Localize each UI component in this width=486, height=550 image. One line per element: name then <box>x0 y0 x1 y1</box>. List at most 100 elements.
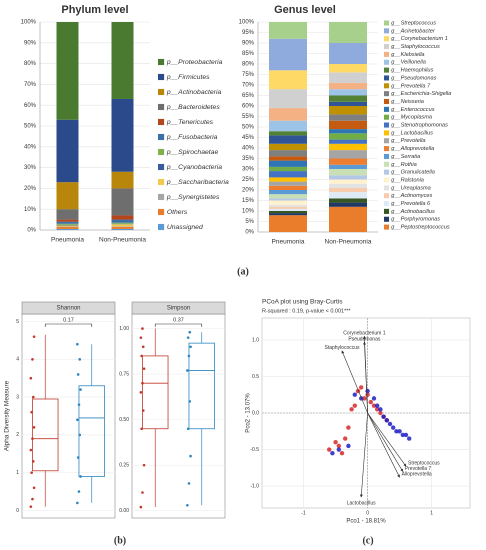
y-tick-label: 70% <box>242 83 255 89</box>
bar-segment <box>329 106 367 115</box>
point <box>187 482 191 485</box>
legend-label: p__Proteobacteria <box>166 59 223 66</box>
legend-label: g__Granulicatella <box>391 170 435 176</box>
bar-segment <box>329 139 367 144</box>
legend-swatch <box>384 122 390 128</box>
bar-segment <box>111 222 134 224</box>
panel-background <box>21 313 116 519</box>
point <box>343 436 348 441</box>
bar-segment <box>111 98 134 172</box>
point <box>189 454 192 458</box>
arrow-label: Lactobacillus <box>347 500 376 506</box>
point <box>397 429 402 434</box>
point <box>362 396 367 401</box>
legend-swatch <box>384 201 390 207</box>
point <box>32 486 36 490</box>
point <box>407 436 412 441</box>
x-tick-label: Pneumonia <box>51 237 84 244</box>
y-tick-label: 35% <box>242 156 255 162</box>
bar-segment <box>269 204 307 207</box>
legend-label: g__Neisseria <box>391 99 424 105</box>
point <box>142 463 146 467</box>
legend-label: g__Pseudomonas <box>391 75 436 81</box>
bracket <box>154 323 203 327</box>
legend-label: g__Serratia <box>391 154 420 160</box>
legend-swatch <box>158 103 165 111</box>
y-tick-label: 100% <box>21 20 37 26</box>
point <box>403 432 409 438</box>
y-tick-label: -0.5 <box>250 447 259 453</box>
box <box>142 355 169 430</box>
y-tick-label: 4 <box>16 357 19 363</box>
y-axis-title: Pco2 - 13.07% <box>246 393 252 433</box>
y-tick-label: 75% <box>242 72 255 78</box>
legend-label: p__Saccharibacteria <box>166 179 229 186</box>
legend-swatch <box>158 178 165 186</box>
point <box>359 385 364 390</box>
legend-swatch <box>158 88 165 96</box>
arrow <box>363 341 368 414</box>
legend-swatch <box>384 51 390 57</box>
point <box>186 503 189 507</box>
bar-segment <box>329 114 367 121</box>
bar-segment <box>269 206 307 209</box>
bar-segment <box>269 208 307 211</box>
arrow-label: Prevotella 7 <box>405 466 432 472</box>
legend-swatch <box>384 193 390 199</box>
point <box>76 342 79 346</box>
y-tick-label: 80% <box>24 61 37 67</box>
legend-swatch <box>384 106 390 112</box>
point <box>141 409 145 412</box>
point <box>186 336 190 339</box>
bar-segment <box>329 72 367 83</box>
bar-segment <box>269 211 307 214</box>
point <box>31 437 34 440</box>
panel-label: (a) <box>237 266 249 277</box>
bar-segment <box>329 169 367 176</box>
legend-label: g__Prevotella 7 <box>391 83 431 89</box>
legend-swatch <box>384 28 390 34</box>
point <box>30 410 33 414</box>
x-tick-label: 1 <box>430 510 433 516</box>
point <box>327 447 332 452</box>
legend-label: p__Bacteroidetes <box>166 104 221 111</box>
legend-label: g__Peptostreptococcus <box>391 225 450 231</box>
bar-segment <box>329 120 367 130</box>
bar-segment <box>111 22 134 99</box>
legend-label: g__Prevotella 6 <box>391 201 431 207</box>
bar-segment <box>269 70 307 90</box>
point <box>141 345 145 349</box>
y-tick-label: 40% <box>24 144 37 150</box>
legend-label: p__Tenericutes <box>166 119 214 126</box>
bar-segment <box>329 183 367 188</box>
y-tick-label: 90% <box>24 40 37 46</box>
point <box>142 367 146 370</box>
bar-segment <box>56 224 79 226</box>
y-tick-label: 50% <box>242 125 255 131</box>
bar-segment <box>329 129 367 134</box>
legend-swatch <box>384 36 390 42</box>
bar-segment <box>269 38 307 71</box>
legend-label: p__Synergistetes <box>166 194 220 201</box>
bar-segment <box>329 82 367 90</box>
point <box>186 427 190 431</box>
chart-subtitle: R-squared : 0.19, p-value < 0.001*** <box>262 308 351 314</box>
facet-strip <box>21 301 116 315</box>
bar-segment <box>329 101 367 106</box>
legend-label: g__Rothia <box>391 162 417 168</box>
bar-segment <box>329 206 367 232</box>
facet-title: Shannon <box>56 306 80 312</box>
bar-segment <box>111 215 134 220</box>
y-tick-label: 0% <box>245 230 254 236</box>
bar-segment <box>111 228 134 230</box>
legend-swatch <box>384 98 390 105</box>
point <box>76 501 79 505</box>
y-tick-label: 40% <box>242 146 255 152</box>
point <box>76 373 80 376</box>
y-tick-label: 0.75 <box>119 371 129 377</box>
y-tick-label: 100% <box>239 20 255 26</box>
legend-label: Others <box>167 209 188 216</box>
bar-segment <box>269 194 307 199</box>
point <box>387 421 393 427</box>
bracket <box>44 323 93 327</box>
